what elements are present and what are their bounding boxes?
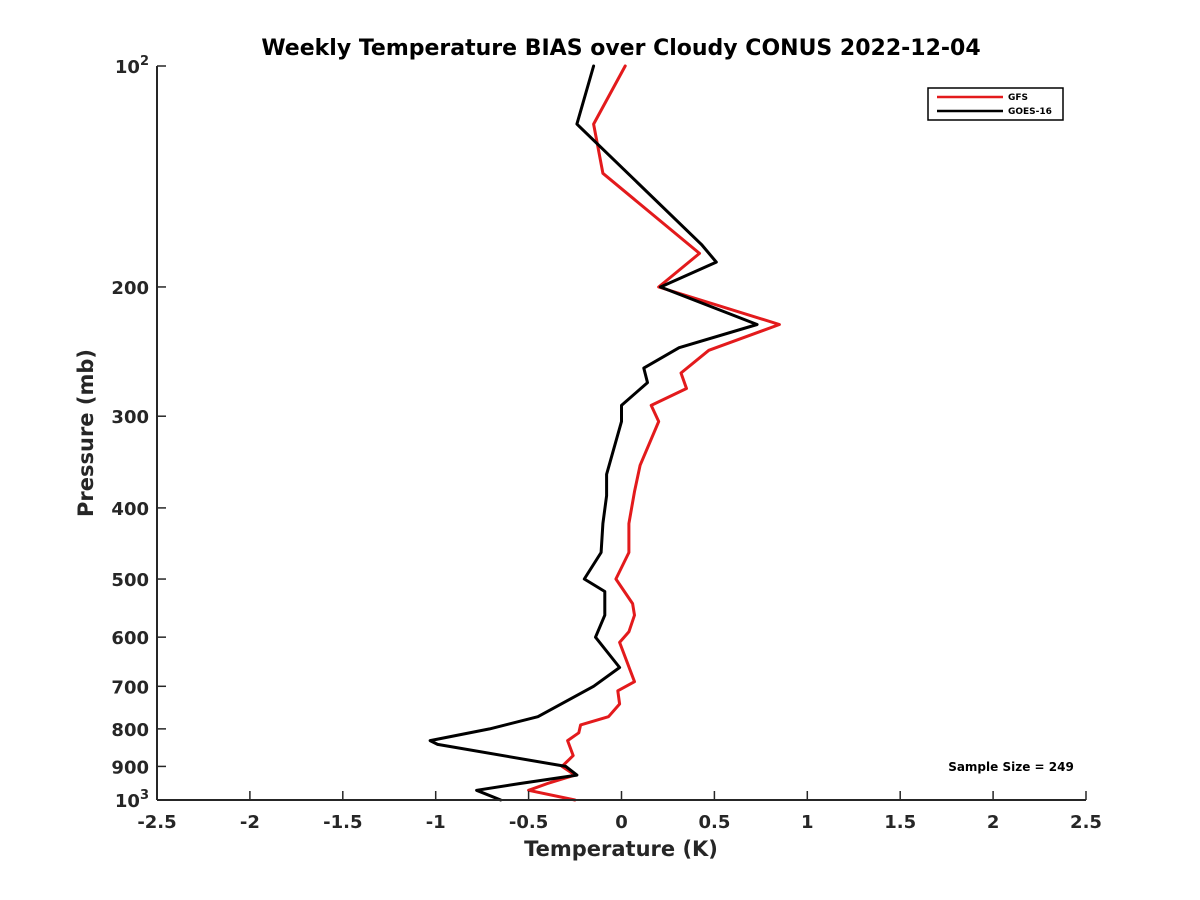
x-tick-label: 1.5 (884, 812, 916, 833)
x-tick-label: -0.5 (509, 812, 548, 833)
x-tick-label: -2 (240, 812, 260, 833)
legend-label-goes16: GOES-16 (1008, 107, 1052, 117)
x-tick-label: -1.5 (323, 812, 362, 833)
x-ticks: -2.5 -2 -1.5 -1 -0.5 0 0.5 1 1.5 2 2.5 (137, 791, 1102, 833)
y-ticks: 102 200 300 400 500 600 700 800 900 103 (111, 54, 166, 812)
sample-size-annotation: Sample Size = 249 (948, 760, 1074, 774)
x-tick-label: 0.5 (698, 812, 730, 833)
y-tick-label: 300 (111, 407, 149, 428)
y-tick-label: 800 (111, 720, 149, 741)
x-tick-label: -2.5 (137, 812, 176, 833)
y-tick-label: 600 (111, 628, 149, 649)
x-tick-label: 2.5 (1070, 812, 1102, 833)
chart-title: Weekly Temperature BIAS over Cloudy CONU… (261, 36, 980, 61)
y-tick-label: 700 (111, 677, 149, 698)
y-tick-label: 400 (111, 499, 149, 520)
y-tick-label: 103 (115, 788, 149, 812)
x-tick-label: -1 (426, 812, 446, 833)
legend-label-gfs: GFS (1008, 93, 1028, 103)
legend: GFS GOES-16 (927, 87, 1064, 121)
y-tick-label: 200 (111, 278, 149, 299)
series-line-goes16 (428, 64, 759, 802)
legend-box (927, 87, 1064, 121)
y-tick-label: 102 (115, 54, 149, 78)
series-line-gfs (527, 64, 781, 802)
y-axis-label: Pressure (mb) (74, 349, 98, 517)
x-tick-label: 0 (615, 812, 628, 833)
y-tick-label: 500 (111, 570, 149, 591)
plot-area (428, 64, 781, 802)
y-tick-label: 900 (111, 757, 149, 778)
x-tick-label: 1 (801, 812, 814, 833)
x-axis-label: Temperature (K) (524, 837, 718, 861)
x-tick-label: 2 (987, 812, 1000, 833)
